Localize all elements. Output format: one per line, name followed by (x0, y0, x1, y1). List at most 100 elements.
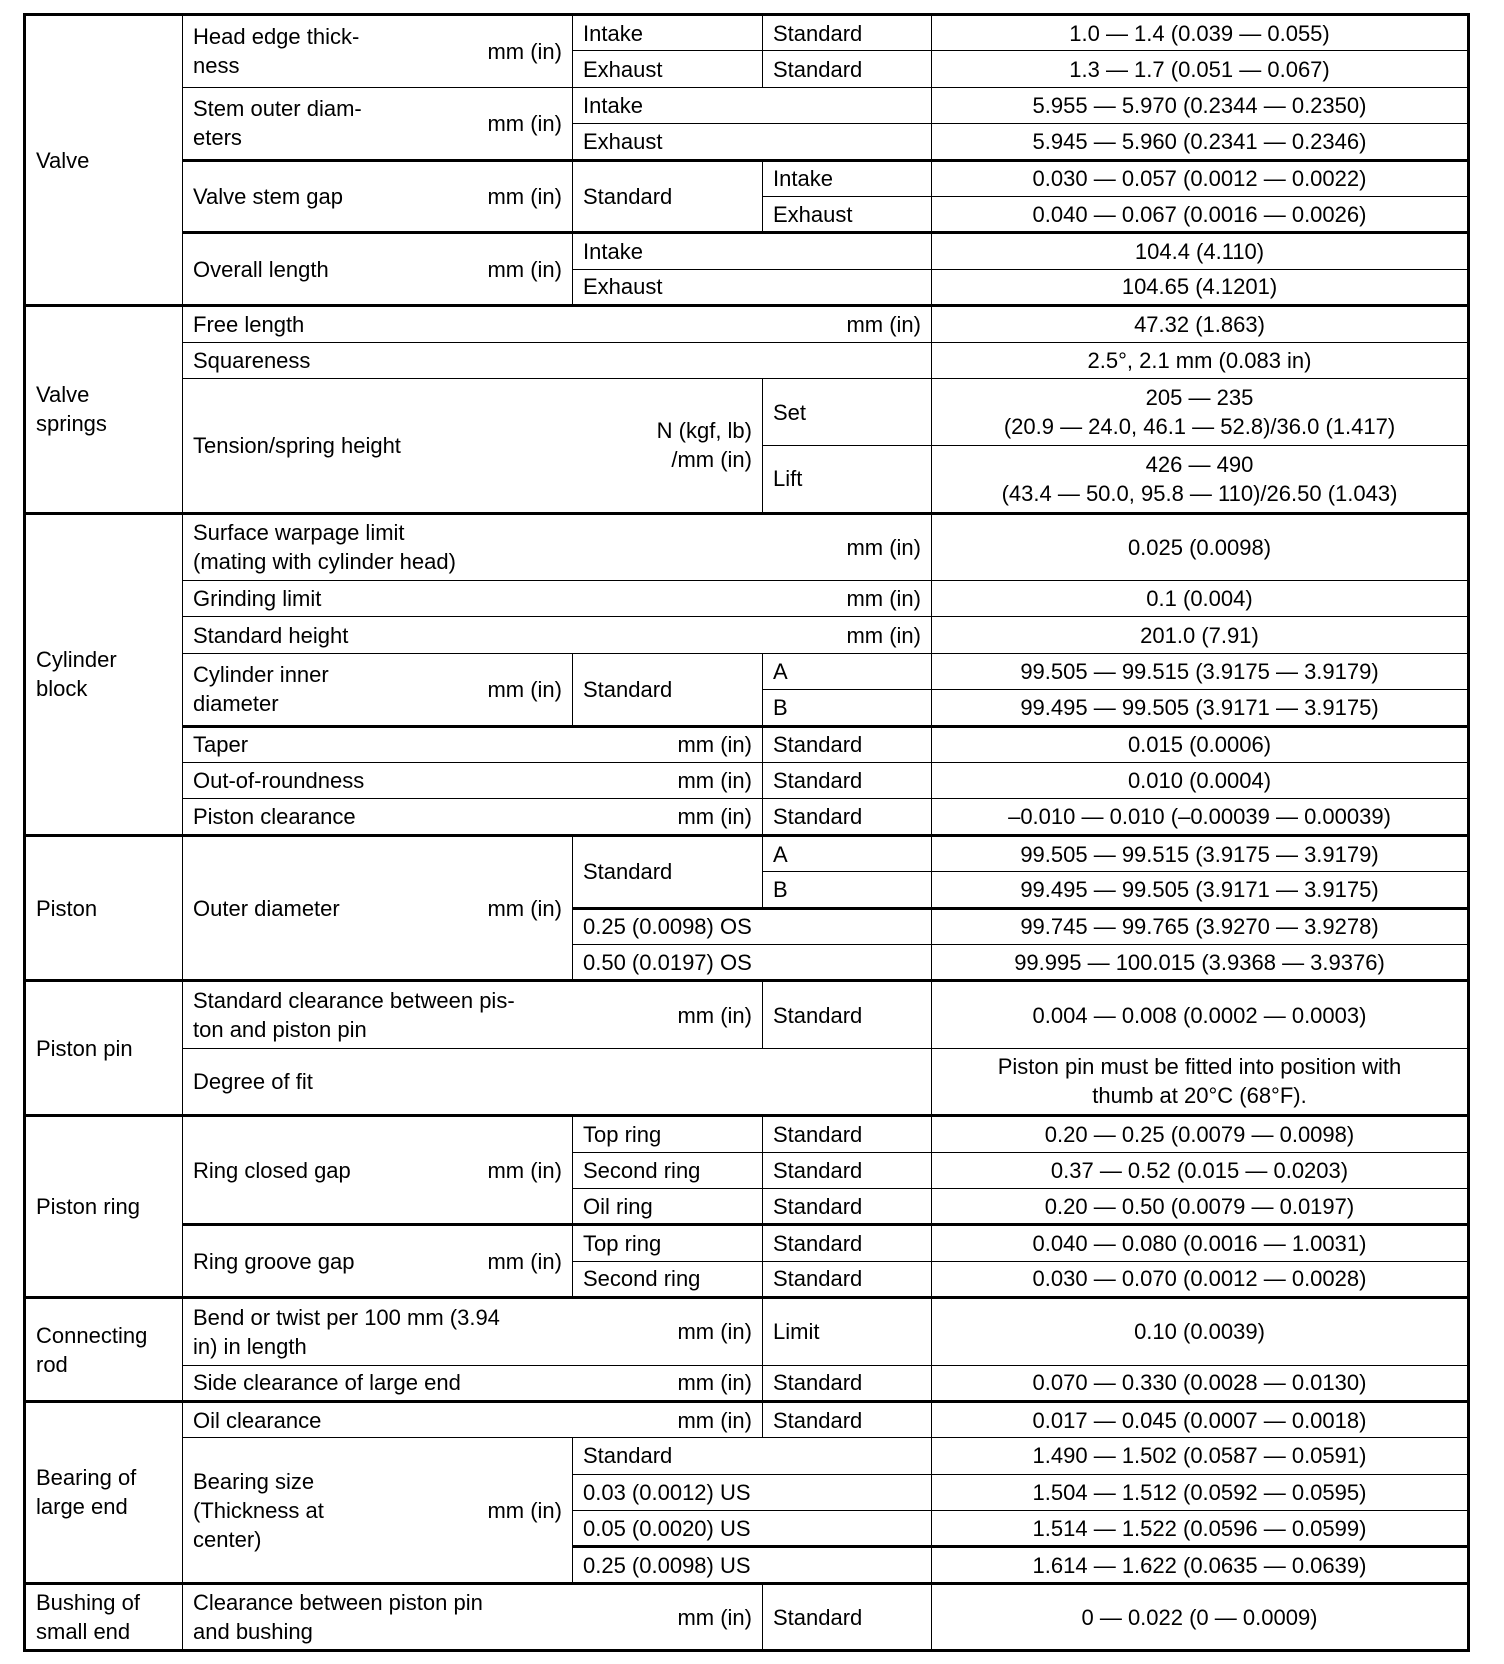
table-row: Valve stem gap mm (in) Standard Intake 0.030… (25, 158, 1469, 234)
parameter-wrap: Head edge thick- ness mm (in) (193, 22, 562, 80)
value-cell: 0.070 — 0.330 (0.0028 — 0.0130) (931, 1364, 1469, 1402)
table-row: Out-of-roundness mm (in) Standard 0.010 (0.… (25, 762, 1469, 800)
value-cell: 1.490 — 1.502 (0.0587 — 0.0591) (931, 1437, 1469, 1475)
table-row: Valve Head edge thick- ness mm (in) Intake S… (24, 12, 1469, 307)
condition-cell: Exhaust (572, 123, 932, 161)
value-cell: 0.030 — 0.057 (0.0012 — 0.0022) (931, 158, 1469, 197)
category-cell: Bushing of small end (24, 1581, 183, 1652)
table-row: B 99.495 — 99.505 (3.9171 — 3.9175) (25, 689, 1469, 727)
table-row: Piston Outer diameter mm (in) Standard A 99.5… (24, 833, 1469, 982)
parameter-label: Side clearance of large end (193, 1370, 461, 1396)
parameter-label: Degree of fit (193, 1068, 313, 1094)
value-cell: 99.505 — 99.515 (3.9175 — 3.9179) (931, 833, 1469, 873)
value-cell: 0.017 — 0.045 (0.0007 — 0.0018) (931, 1399, 1469, 1439)
sub-condition-cell: Standard (762, 1151, 932, 1189)
value-cell: 0.025 (0.0098) (931, 511, 1469, 582)
parameter-cell: Outer diameter mm (in) (182, 833, 573, 982)
sub-condition-cell: A (762, 652, 932, 691)
table-row: Tension/spring height N (kgf, lb) /mm (in… (25, 377, 1469, 514)
value-cell: 0.1 (0.004) (931, 580, 1469, 618)
unit-label: mm (in) (487, 676, 562, 702)
table-row: Exhaust 5.945 — 5.960 (0.2341 — 0.2346) (25, 123, 1469, 161)
table-row: Valve springs Free length mm (in) 47.32 (1.… (24, 304, 1469, 514)
parameter-cell: Cylinder inner diameter mm (in) (182, 652, 573, 727)
table-row: Grinding limit mm (in) 0.1 (0.004) (25, 580, 1469, 618)
sub-condition-cell: Standard (762, 1581, 932, 1652)
value-cell: 426 — 490 (43.4 — 50.0, 95.8 — 110)/26.5… (931, 445, 1469, 514)
parameter-cell: Surface warpage limit (mating with cylin… (182, 511, 932, 582)
sub-condition-cell: Standard (762, 1187, 932, 1226)
parameter-wrap: Stem outer diam- eters mm (in) (193, 94, 562, 152)
parameter-label: Cylinder inner diameter (193, 662, 329, 717)
sub-condition-cell: Standard (762, 798, 932, 836)
sub-condition-cell: Standard (762, 762, 932, 800)
value-cell: 1.614 — 1.622 (0.0635 — 0.0639) (931, 1545, 1469, 1584)
category-cell: Piston (24, 833, 183, 982)
table-row: B 99.495 — 99.505 (3.9171 — 3.9175) (25, 871, 1469, 909)
condition-cell: Exhaust (572, 50, 763, 88)
parameter-cell: Free length mm (in) (182, 304, 932, 343)
table-row: Second ring Standard 0.37 — 0.52 (0.015 — … (25, 1151, 1469, 1189)
table-row: Lift 426 — 490 (43.4 — 50.0, 95.8 — 110)/… (25, 445, 1469, 514)
sub-condition-cell: A (762, 833, 932, 873)
value-cell: 1.0 — 1.4 (0.039 — 0.055) (931, 12, 1469, 52)
sub-condition-cell: Standard (762, 1114, 932, 1153)
parameter-label: Surface warpage limit (mating with cylin… (193, 520, 456, 575)
category-cell: Piston pin (24, 979, 183, 1117)
parameter-wrap: Surface warpage limit (mating with cylin… (193, 518, 921, 576)
condition-cell: 0.25 (0.0098) OS (572, 906, 932, 945)
parameter-wrap: Oil clearance mm (in) (193, 1406, 752, 1435)
table-row: Cylinder inner diameter mm (in) Standard A 9… (25, 652, 1469, 727)
category-cell: Piston ring (24, 1114, 183, 1299)
parameter-cell: Side clearance of large end mm (in) (182, 1364, 763, 1402)
table-row: Cylinder block Surface warpage limit (mat… (24, 511, 1469, 836)
parameter-cell: Oil clearance mm (in) (182, 1399, 763, 1439)
table-row: Exhaust 104.65 (4.1201) (25, 268, 1469, 307)
parameter-label: Out-of-roundness (193, 768, 365, 794)
unit-label: mm (in) (677, 1407, 752, 1433)
parameter-wrap: Outer diameter mm (in) (193, 894, 562, 923)
condition-cell: Oil ring (572, 1187, 763, 1226)
table-row: Taper mm (in) Standard 0.015 (0.0006) (25, 724, 1469, 764)
parameter-wrap: Free length mm (in) (193, 310, 921, 339)
parameter-label: Oil clearance (193, 1407, 322, 1433)
sub-condition-cell: Standard (762, 50, 932, 88)
parameter-wrap: Bearing size (Thickness at center) mm (in… (193, 1467, 562, 1554)
unit-label: mm (in) (487, 256, 562, 282)
unit-label: mm (in) (846, 622, 921, 648)
table-row: Squareness 2.5°, 2.1 mm (0.083 in) (25, 341, 1469, 379)
value-cell: 0.010 (0.0004) (931, 762, 1469, 800)
parameter-wrap: Valve stem gap mm (in) (193, 182, 562, 211)
table-row: Degree of fit Piston pin must be fitted i… (25, 1047, 1469, 1117)
unit-label: mm (in) (487, 1497, 562, 1523)
table-row: Second ring Standard 0.030 — 0.070 (0.0012… (25, 1260, 1469, 1299)
condition-cell: Second ring (572, 1151, 763, 1189)
parameter-cell: Valve stem gap mm (in) (182, 158, 573, 234)
parameter-wrap: Degree of fit (193, 1067, 921, 1096)
parameter-wrap: Taper mm (in) (193, 730, 752, 759)
parameter-label: Tension/spring height (193, 432, 401, 458)
value-cell: 104.65 (4.1201) (931, 268, 1469, 307)
parameter-label: Squareness (193, 347, 311, 373)
value-cell: 0 — 0.022 (0 — 0.0009) (931, 1581, 1469, 1652)
parameter-label: Clearance between piston pin and bushing (193, 1590, 483, 1645)
parameter-wrap: Squareness (193, 346, 921, 375)
parameter-wrap: Overall length mm (in) (193, 255, 562, 284)
parameter-label: Piston clearance (193, 804, 356, 830)
table-row: Bearing size (Thickness at center) mm (in… (25, 1437, 1469, 1584)
unit-label: mm (in) (846, 586, 921, 612)
value-cell: 0.20 — 0.25 (0.0079 — 0.0098) (931, 1114, 1469, 1153)
parameter-label: Bearing size (Thickness at center) (193, 1468, 324, 1552)
table-row: Overall length mm (in) Intake 104.4 (4.110) (25, 231, 1469, 307)
specifications-table: Valve Head edge thick- ness mm (in) Intake S… (23, 12, 1470, 1653)
parameter-wrap: Standard height mm (in) (193, 621, 921, 650)
value-cell: 0.040 — 0.080 (0.0016 — 1.0031) (931, 1223, 1469, 1262)
value-cell: 99.505 — 99.515 (3.9175 — 3.9179) (931, 652, 1469, 691)
table-row: Connecting rod Bend or twist per 100 mm (… (24, 1296, 1469, 1402)
value-cell: 1.504 — 1.512 (0.0592 — 0.0595) (931, 1473, 1469, 1512)
parameter-label: Ring closed gap (193, 1157, 351, 1183)
value-cell: 0.004 — 0.008 (0.0002 — 0.0003) (931, 979, 1469, 1049)
parameter-wrap: Ring groove gap mm (in) (193, 1247, 562, 1276)
sub-condition-cell: Intake (762, 158, 932, 197)
condition-cell: Top ring (572, 1223, 763, 1262)
